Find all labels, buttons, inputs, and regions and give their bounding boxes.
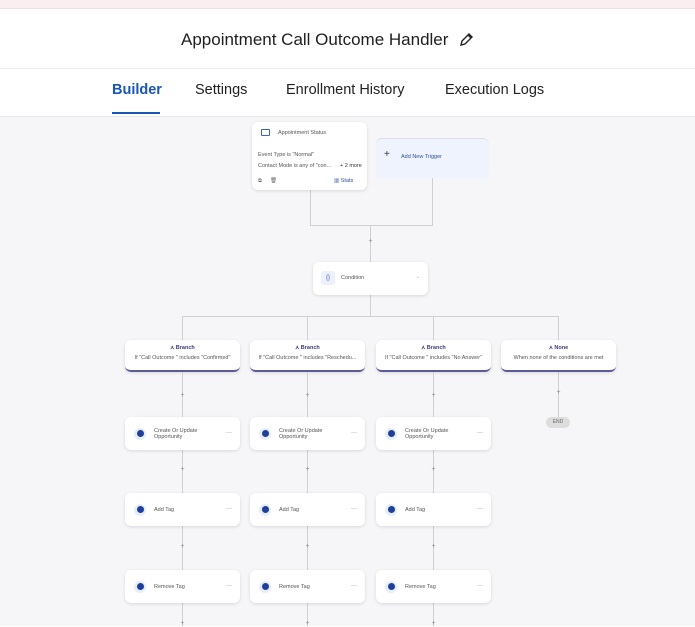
action-label: Add Tag [154,506,175,513]
top-banner [0,0,695,9]
more-icon[interactable]: — [477,583,483,589]
action-node[interactable]: Add Tag — [376,493,491,526]
branch-node[interactable]: ⋏ None When none of the conditions are me… [501,340,616,372]
trigger-card[interactable]: Appointment Status Event Type is "Normal… [252,122,367,190]
tab-enrollment-history[interactable]: Enrollment History [286,82,405,98]
action-node[interactable]: Remove Tag — [250,570,365,603]
condition-label: Condition [341,275,365,281]
action-label: Create Or Update Opportunity [154,427,198,440]
action-node[interactable]: Create Or Update Opportunity — [125,417,240,450]
more-icon[interactable]: — [351,506,357,512]
action-node[interactable]: Add Tag — [250,493,365,526]
action-node[interactable]: Add Tag — [125,493,240,526]
tab-builder[interactable]: Builder [112,82,162,98]
tab-settings[interactable]: Settings [195,82,248,98]
active-tab-indicator [112,112,160,114]
add-step-button[interactable]: + [431,392,436,399]
more-filters-link[interactable]: + 2 more [340,163,362,169]
branch-description: If "Call Outcome " includes "No Answer" [384,355,483,361]
trigger-filter: Event Type is "Normal" [258,152,315,158]
more-icon[interactable]: — [226,430,232,436]
add-trigger-button[interactable]: + Add New Trigger [376,138,489,178]
branch-title: ⋏ Branch [376,345,491,351]
action-label: Create Or Update Opportunity [279,427,323,440]
branch-title-text: None [554,345,569,351]
remove-tag-icon [134,580,146,593]
trigger-title: Appointment Status [278,130,327,136]
branch-title: ⋏ None [501,345,616,351]
more-icon[interactable]: — [351,583,357,589]
action-node[interactable]: Create Or Update Opportunity — [376,417,491,450]
branch-node[interactable]: ⋏ Branch If "Call Outcome " includes "No … [376,340,491,372]
branch-icon: ⋏ [170,345,176,351]
plus-icon: + [384,149,390,160]
branch-icon: ⋏ [295,345,301,351]
add-step-button[interactable]: + [180,466,185,473]
add-step-button[interactable]: + [305,543,310,550]
action-node[interactable]: Remove Tag — [376,570,491,603]
trigger-filter: Contact Mode is any of "con... [258,163,332,169]
branch-title-text: Branch [175,345,195,351]
tag-icon [385,503,397,516]
opportunity-icon [385,427,397,440]
condition-node[interactable]: {} Condition ⌄ [313,262,428,295]
remove-tag-icon [385,580,397,593]
add-step-button[interactable]: + [305,620,310,627]
more-icon[interactable]: — [477,506,483,512]
stats-label: Stats [340,178,354,184]
branch-node[interactable]: ⋏ Branch If "Call Outcome " includes "Res… [250,340,365,372]
pencil-icon[interactable] [458,32,474,48]
add-step-button[interactable]: + [180,543,185,550]
chart-icon: ▥ [334,178,341,184]
branch-title-text: Branch [426,345,446,351]
action-label: Remove Tag [154,583,185,590]
tab-bar: Builder Settings Enrollment History Exec… [0,80,695,116]
branch-description: If "Call Outcome " includes "Reschedu... [258,355,357,361]
code-braces-icon: {} [321,271,335,285]
add-step-button[interactable]: + [180,620,185,627]
action-node[interactable]: Remove Tag — [125,570,240,603]
add-step-button[interactable]: + [431,543,436,550]
workflow-title: Appointment Call Outcome Handler [181,30,474,50]
workflow-name: Appointment Call Outcome Handler [181,30,449,49]
add-step-button[interactable]: + [180,392,185,399]
branch-title: ⋏ Branch [250,345,365,351]
branch-title-text: Branch [300,345,320,351]
end-marker: END [546,417,570,428]
add-step-button[interactable]: + [305,466,310,473]
branch-icon: ⋏ [421,345,427,351]
add-trigger-label: Add New Trigger [401,154,442,160]
action-label: Add Tag [279,506,300,513]
more-icon[interactable]: — [226,506,232,512]
divider [0,68,695,69]
add-step-button[interactable]: + [305,392,310,399]
delete-icon[interactable]: 🗑 [270,178,277,184]
branch-description: If "Call Outcome " includes "Confirmed" [134,355,231,361]
branch-title: ⋏ Branch [125,345,240,351]
action-label: Create Or Update Opportunity [405,427,449,440]
branch-node[interactable]: ⋏ Branch If "Call Outcome " includes "Con… [125,340,240,372]
action-label: Remove Tag [405,583,436,590]
add-step-button[interactable]: + [431,466,436,473]
action-label: Remove Tag [279,583,310,590]
add-step-button[interactable]: + [431,620,436,627]
chevron-down-icon[interactable]: ⌄ [415,274,420,280]
tag-icon [259,503,271,516]
more-icon[interactable]: — [226,583,232,589]
branch-description: When none of the conditions are met [513,355,604,361]
opportunity-icon [259,427,271,440]
action-node[interactable]: Create Or Update Opportunity — [250,417,365,450]
action-label: Add Tag [405,506,426,513]
stats-button[interactable]: ▥ Stats [334,178,353,184]
branch-icon: ⋏ [548,345,555,351]
more-icon[interactable]: — [351,430,357,436]
remove-tag-icon [259,580,271,593]
calendar-icon [261,129,270,136]
tab-execution-logs[interactable]: Execution Logs [445,82,545,98]
opportunity-icon [134,427,146,440]
copy-icon[interactable]: ⧉ [258,178,262,184]
tag-icon [134,503,146,516]
more-icon[interactable]: — [477,430,483,436]
